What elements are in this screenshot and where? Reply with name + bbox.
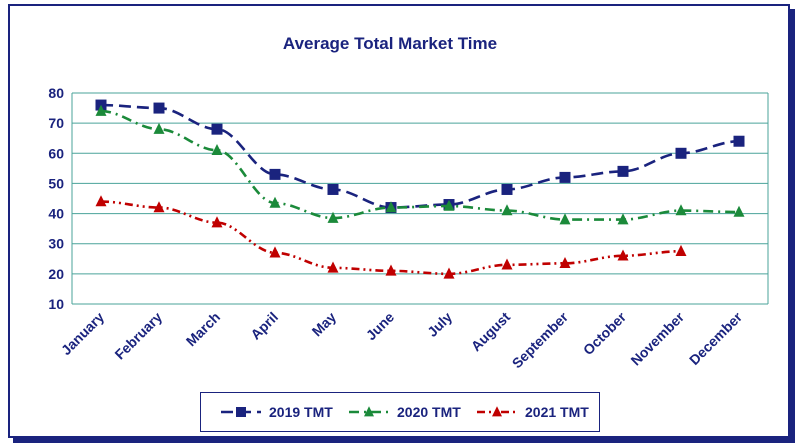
data-point — [733, 135, 745, 147]
data-point — [733, 205, 745, 217]
y-tick-label: 50 — [48, 175, 64, 191]
data-point — [95, 104, 107, 116]
data-point — [153, 102, 165, 114]
legend-label: 2019 TMT — [269, 404, 333, 420]
line-chart: 10 20 30 40 50 60 70 80 January February March Apri… — [48, 85, 769, 371]
x-tick-label: May — [309, 309, 340, 340]
series-2021-tmt — [95, 195, 687, 279]
data-point — [675, 204, 687, 216]
x-tick-label: October — [580, 308, 630, 358]
data-point — [95, 195, 107, 207]
chart-title: Average Total Market Time — [282, 34, 498, 53]
data-point — [675, 147, 687, 159]
data-point — [559, 171, 571, 183]
legend-item: 2020 TMT — [349, 404, 461, 420]
x-tick-label: December — [686, 308, 746, 368]
series-2019-tmt — [95, 99, 745, 214]
data-point — [327, 183, 339, 195]
y-tick-label: 20 — [48, 266, 64, 282]
x-tick-label: February — [111, 309, 165, 363]
data-point — [443, 199, 455, 211]
data-point — [617, 165, 629, 177]
legend-marker — [492, 406, 502, 417]
x-tick-label: April — [247, 309, 281, 343]
x-tick-label: March — [183, 309, 223, 349]
legend-label: 2021 TMT — [525, 404, 589, 420]
x-tick-label: January — [58, 309, 107, 358]
y-tick-label: 30 — [48, 236, 64, 252]
data-point — [153, 201, 165, 213]
legend-marker — [236, 407, 246, 417]
data-point — [269, 196, 281, 208]
data-point — [501, 258, 513, 270]
data-point — [443, 267, 455, 279]
data-point — [327, 211, 339, 223]
data-point — [385, 201, 397, 213]
legend-item: 2019 TMT — [221, 404, 333, 420]
x-tick-label: November — [627, 308, 687, 368]
series-line — [100, 103, 740, 209]
y-tick-label: 70 — [48, 115, 64, 131]
chart-frame: Average Total Market Time 10 20 30 40 50 60 70… — [8, 4, 790, 438]
data-point — [559, 213, 571, 225]
data-point — [617, 213, 629, 225]
data-point — [617, 249, 629, 261]
y-tick-label: 40 — [48, 206, 64, 222]
x-tick-label: September — [509, 308, 572, 371]
data-point — [211, 143, 223, 156]
data-point — [675, 244, 687, 256]
x-tick-label: July — [424, 309, 455, 340]
data-point — [501, 204, 513, 216]
legend-marker — [364, 406, 374, 417]
legend-item: 2021 TMT — [477, 404, 589, 420]
y-tick-label: 60 — [48, 145, 64, 161]
series-line — [100, 109, 740, 221]
data-point — [153, 122, 165, 134]
legend: 2019 TMT 2020 TMT 2021 TMT — [200, 392, 600, 432]
x-tick-label: August — [468, 309, 514, 355]
data-point — [269, 246, 281, 258]
series-2020-tmt — [95, 104, 745, 225]
series-line — [100, 200, 682, 276]
data-point — [211, 123, 223, 135]
data-point — [327, 261, 339, 273]
data-point — [559, 256, 571, 269]
y-tick-label: 80 — [48, 85, 64, 101]
data-point — [501, 183, 513, 195]
data-point — [269, 168, 281, 180]
data-point — [211, 216, 223, 228]
y-tick-label: 10 — [48, 296, 64, 312]
legend-items: 2019 TMT 2020 TMT 2021 TMT — [221, 404, 589, 420]
legend-label: 2020 TMT — [397, 404, 461, 420]
x-tick-label: June — [363, 309, 398, 344]
data-point — [385, 264, 397, 276]
